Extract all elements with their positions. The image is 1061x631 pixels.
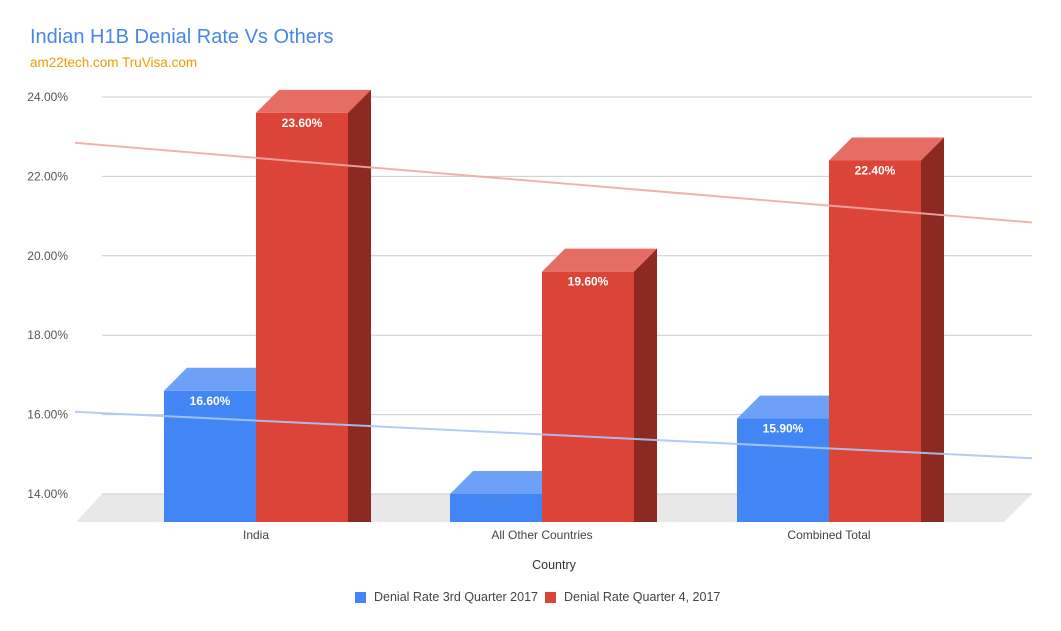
bar-top bbox=[829, 137, 944, 161]
y-tick-label: 24.00% bbox=[27, 90, 68, 104]
data-label: 15.90% bbox=[763, 422, 804, 436]
bar bbox=[737, 418, 829, 522]
data-label: 23.60% bbox=[282, 116, 323, 130]
y-tick-label: 20.00% bbox=[27, 249, 68, 263]
data-label: 22.40% bbox=[855, 164, 896, 178]
legend-item-series-1[interactable]: Denial Rate 3rd Quarter 2017 bbox=[355, 590, 538, 604]
chart-subtitle: am22tech.com TruVisa.com bbox=[30, 55, 198, 70]
legend-label-series-2: Denial Rate Quarter 4, 2017 bbox=[564, 590, 721, 604]
bar bbox=[164, 390, 256, 522]
y-tick-label: 16.00% bbox=[27, 408, 68, 422]
y-tick-label: 14.00% bbox=[27, 487, 68, 501]
data-label: 16.60% bbox=[190, 394, 231, 408]
chart-title: Indian H1B Denial Rate Vs Others bbox=[30, 26, 334, 48]
bar bbox=[829, 160, 921, 522]
bar-side bbox=[348, 89, 371, 522]
x-axis-title: Country bbox=[532, 558, 577, 572]
bar-top bbox=[737, 395, 852, 419]
bar bbox=[450, 494, 542, 522]
bar-side bbox=[634, 248, 657, 522]
legend-label-series-1: Denial Rate 3rd Quarter 2017 bbox=[374, 590, 538, 604]
x-tick-label: All Other Countries bbox=[491, 528, 592, 542]
x-tick-label: India bbox=[243, 528, 269, 542]
legend-item-series-2[interactable]: Denial Rate Quarter 4, 2017 bbox=[545, 590, 720, 604]
x-tick-label: Combined Total bbox=[787, 528, 870, 542]
bar bbox=[256, 112, 348, 522]
bar-top bbox=[256, 89, 371, 113]
bar-top bbox=[164, 367, 279, 391]
data-label: 14.00% bbox=[476, 492, 517, 506]
trendline bbox=[74, 410, 1033, 460]
bar-side bbox=[921, 137, 944, 522]
legend-swatch-series-1 bbox=[355, 591, 366, 603]
trendline bbox=[74, 141, 1033, 224]
bar-top bbox=[450, 471, 565, 494]
bar bbox=[542, 271, 634, 522]
y-tick-label: 18.00% bbox=[27, 328, 68, 342]
legend-swatch-series-2 bbox=[545, 591, 556, 603]
data-label: 19.60% bbox=[568, 275, 609, 289]
y-tick-label: 22.00% bbox=[27, 169, 68, 183]
bar-top bbox=[542, 248, 657, 272]
